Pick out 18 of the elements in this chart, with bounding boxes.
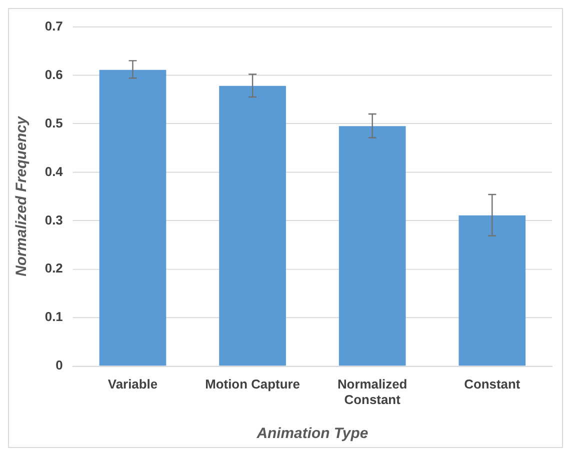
y-tick-label: 0.3 bbox=[44, 212, 63, 228]
x-tick-label: Variable bbox=[108, 376, 158, 392]
y-axis-title: Normalized Frequency bbox=[13, 116, 30, 276]
y-tick-label: 0.1 bbox=[44, 309, 63, 324]
y-tick-label: 0.5 bbox=[44, 115, 63, 130]
x-tick-label: Normalized Constant bbox=[337, 376, 408, 407]
x-tick-label: Motion Capture bbox=[205, 376, 300, 392]
y-tick-label: 0.7 bbox=[44, 18, 63, 34]
bar bbox=[458, 215, 526, 366]
x-axis-title: Animation Type bbox=[256, 425, 368, 442]
bar bbox=[219, 86, 286, 366]
y-tick-label: 0.6 bbox=[44, 66, 63, 82]
x-tick-label: Constant bbox=[464, 376, 521, 392]
y-tick-label: 0 bbox=[56, 358, 63, 373]
y-tick-label: 0.4 bbox=[44, 164, 64, 179]
y-tick-label: 0.2 bbox=[44, 260, 63, 276]
bar bbox=[338, 126, 406, 366]
bar bbox=[99, 70, 166, 366]
